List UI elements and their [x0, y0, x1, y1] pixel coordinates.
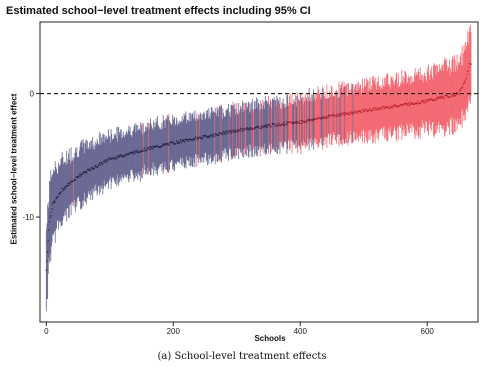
y-tick-label: -10: [22, 213, 34, 222]
y-axis-label: Estimated school−level treatment effect: [9, 93, 19, 245]
x-tick-label: 0: [44, 327, 49, 336]
x-tick-label: 600: [421, 327, 435, 336]
point-estimate: [470, 63, 472, 65]
y-tick-label: 0: [30, 90, 35, 99]
chart-title: Estimated school−level treatment effects…: [6, 5, 311, 17]
figure-caption: (a) School-level treatment effects: [157, 351, 327, 362]
x-tick-label: 200: [167, 327, 181, 336]
x-tick-label: 400: [294, 327, 308, 336]
plot-frame: [39, 21, 479, 323]
x-axis-label: Schools: [254, 334, 286, 343]
